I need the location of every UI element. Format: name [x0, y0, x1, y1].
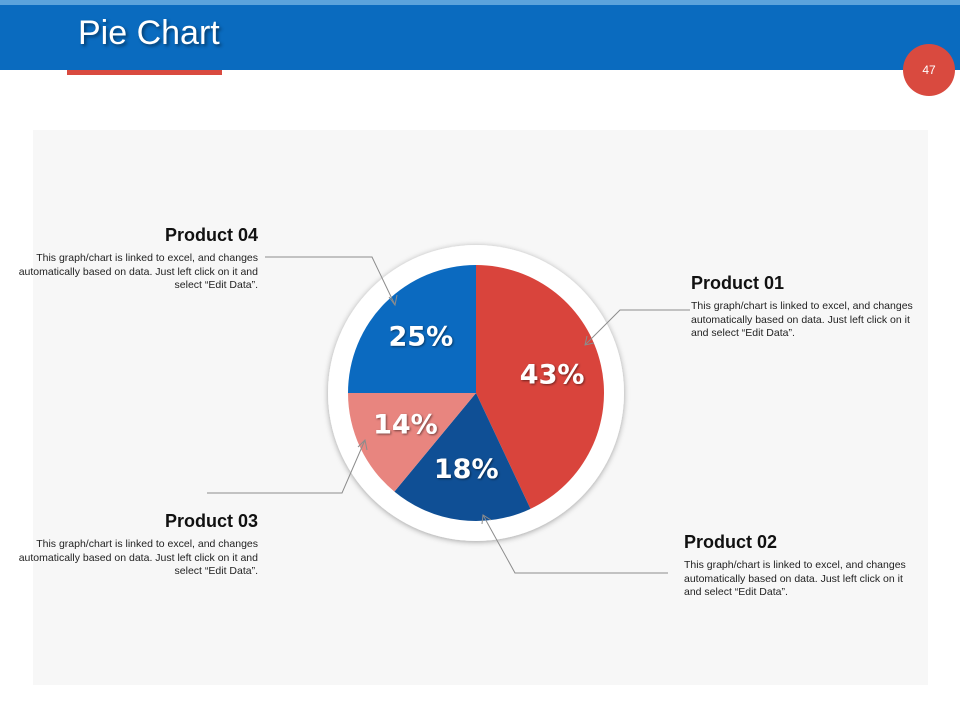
pie-slice-product-01	[476, 265, 604, 509]
leader-line-product-02	[482, 514, 668, 574]
pie-slices	[348, 265, 604, 522]
leader-arrow-product-01	[584, 335, 595, 346]
callout-product-02: Product 02 This graph/chart is linked to…	[684, 532, 916, 600]
leader-line-product-04	[265, 256, 396, 306]
leader-arrow-product-03	[357, 438, 368, 451]
leader-line-product-03	[207, 439, 366, 494]
callout-description: This graph/chart is linked to excel, and…	[691, 300, 913, 339]
page-title: Pie Chart	[78, 14, 220, 52]
header-bar	[0, 5, 960, 70]
leader-arrow-product-04	[388, 294, 398, 307]
callout-title: Product 01	[691, 273, 785, 293]
pie-label-product-03: 14%	[373, 410, 438, 441]
top-accent-strip	[0, 0, 960, 5]
leader-arrow-product-02	[481, 514, 492, 525]
pie-labels: 43% 18% 14% 25%	[373, 321, 584, 485]
callout-description: This graph/chart is linked to excel, and…	[18, 252, 258, 291]
callout-product-03: Product 03 This graph/chart is linked to…	[8, 511, 258, 579]
pie-slice-product-03	[348, 393, 476, 492]
callout-description: This graph/chart is linked to excel, and…	[18, 538, 258, 577]
callout-title: Product 03	[164, 511, 258, 531]
callout-product-01: Product 01 This graph/chart is linked to…	[691, 273, 923, 341]
callout-description: This graph/chart is linked to excel, and…	[684, 559, 906, 598]
pie-slice-product-02	[394, 393, 531, 522]
callout-title: Product 04	[164, 225, 258, 245]
callout-title: Product 02	[684, 532, 778, 552]
pie-slice-product-04	[348, 265, 476, 393]
callout-product-04: Product 04 This graph/chart is linked to…	[8, 225, 258, 293]
page-number-badge: 47	[903, 44, 955, 96]
pie-label-product-01: 43%	[520, 359, 585, 390]
pie-label-product-02: 18%	[434, 454, 499, 485]
pie-label-product-04: 25%	[389, 321, 454, 352]
leader-line-product-01	[584, 309, 690, 346]
title-underline	[67, 70, 222, 75]
